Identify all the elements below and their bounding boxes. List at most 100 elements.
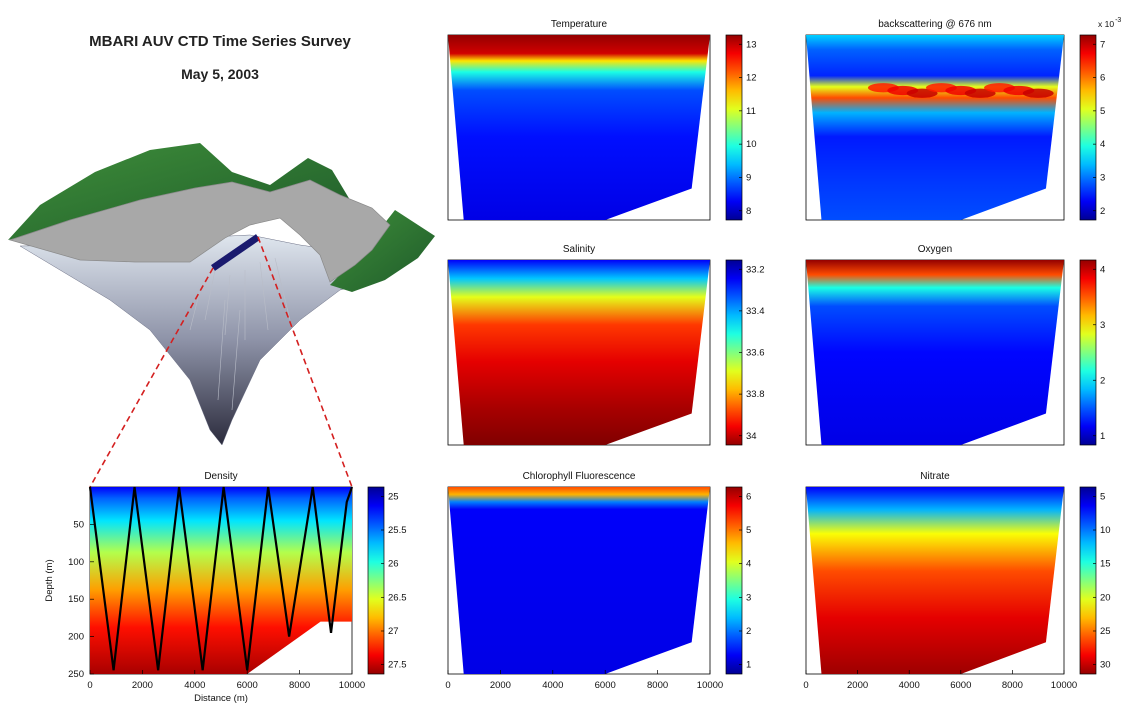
- colorbar-tick-label: 4: [746, 559, 751, 570]
- x-tick-label: 8000: [1002, 680, 1023, 691]
- backscattering-title: backscattering @ 676 nm: [878, 19, 992, 30]
- colorbar-tick-label: 5: [1100, 491, 1105, 502]
- colorbar-tick-label: 27.5: [388, 660, 407, 671]
- colorbar-exponent: -3: [1115, 17, 1121, 24]
- colorbar-tick-label: 4: [1100, 139, 1105, 150]
- colorbar-tick-label: 33.6: [746, 348, 765, 359]
- chlorophyll-section-field: [448, 487, 710, 674]
- oxygen-colorbar: [1079, 259, 1097, 446]
- figure-date: May 5, 2003: [181, 66, 259, 82]
- y-tick-label: 200: [68, 632, 84, 643]
- colorbar-tick-label: 8: [746, 206, 751, 217]
- salinity-panel: Salinity 33.2 33.4 33.6 33.8 34: [447, 244, 765, 446]
- density-title: Density: [204, 471, 237, 482]
- colorbar-tick-label: 26.5: [388, 592, 407, 603]
- colorbar-tick-label: 15: [1100, 559, 1111, 570]
- nitrate-panel: Nitrate 0 2000 4000 6000 8000 10000 5 10 15 20 25 30: [803, 471, 1110, 691]
- backscatter-layer-patch: [964, 88, 996, 98]
- transect-line: [211, 234, 260, 271]
- auv-track-line: [88, 486, 354, 671]
- x-tick-label: 6000: [595, 680, 616, 691]
- x-tick-label: 2000: [847, 680, 868, 691]
- density-panel: Density 0 2000 4000 6000 8000 10000 50 100 150 200…: [44, 471, 407, 704]
- nitrate-title: Nitrate: [920, 471, 950, 482]
- salinity-title: Salinity: [563, 244, 595, 255]
- backscattering-panel: backscattering @ 676 nm 7 6 5 4 3 2 x 10 -3: [805, 17, 1121, 221]
- x-tick-label: 4000: [542, 680, 563, 691]
- colorbar-tick-label: 9: [746, 172, 751, 183]
- colorbar-tick-label: 5: [1100, 106, 1105, 117]
- backscatter-layer-patch: [1022, 88, 1054, 98]
- x-tick-label: 10000: [697, 680, 723, 691]
- colorbar-tick-label: 4: [1100, 264, 1105, 275]
- colorbar-tick-label: 25: [1100, 626, 1111, 637]
- colorbar-tick-label: 3: [1100, 320, 1105, 331]
- colorbar-tick-label: 6: [746, 491, 751, 502]
- colorbar-tick-label: 5: [746, 525, 751, 536]
- x-tick-label: 4000: [184, 680, 205, 691]
- x-tick-label: 10000: [1051, 680, 1077, 691]
- y-tick-label: 150: [68, 594, 84, 605]
- x-tick-label: 2000: [132, 680, 153, 691]
- colorbar-multiplier: x 10: [1098, 19, 1114, 29]
- colorbar-tick-label: 26: [388, 559, 399, 570]
- colorbar-tick-label: 13: [746, 39, 757, 50]
- colorbar-tick-label: 6: [1100, 73, 1105, 84]
- x-tick-label: 0: [87, 680, 92, 691]
- colorbar-tick-label: 1: [746, 660, 751, 671]
- chlorophyll-panel: Chlorophyll Fluorescence 0 2000 4000 6000 800…: [445, 471, 751, 691]
- colorbar-tick-label: 3: [746, 592, 751, 603]
- colorbar-tick-label: 20: [1100, 592, 1111, 603]
- colorbar-tick-label: 10: [746, 139, 757, 150]
- callout-line-left: [89, 267, 214, 488]
- colorbar-tick-label: 7: [1100, 39, 1105, 50]
- coast-land-right: [330, 210, 435, 292]
- colorbar-tick-label: 25.5: [388, 525, 407, 536]
- temperature-colorbar: [725, 34, 743, 221]
- temperature-section-field: [448, 35, 710, 220]
- x-tick-label: 10000: [339, 680, 365, 691]
- y-tick-label: 100: [68, 557, 84, 568]
- temperature-panel: Temperature 13 12 11 10 9 8: [447, 19, 757, 221]
- density-y-axis-label: Depth (m): [44, 559, 55, 601]
- colorbar-tick-label: 12: [746, 73, 757, 84]
- figure-title: MBARI AUV CTD Time Series Survey: [89, 33, 351, 50]
- colorbar-tick-label: 2: [1100, 375, 1105, 386]
- colorbar-tick-label: 10: [1100, 525, 1111, 536]
- x-tick-label: 6000: [237, 680, 258, 691]
- colorbar-tick-label: 11: [746, 106, 756, 117]
- backscatter-layer-patch: [906, 88, 938, 98]
- x-tick-label: 8000: [289, 680, 310, 691]
- backscattering-section-field: [806, 35, 1064, 220]
- colorbar-tick-label: 33.8: [746, 389, 765, 400]
- x-tick-label: 2000: [490, 680, 511, 691]
- x-tick-label: 6000: [950, 680, 971, 691]
- x-tick-label: 8000: [647, 680, 668, 691]
- colorbar-tick-label: 33.2: [746, 264, 765, 275]
- colorbar-tick-label: 33.4: [746, 306, 765, 317]
- colorbar-tick-label: 2: [746, 626, 751, 637]
- chlorophyll-title: Chlorophyll Fluorescence: [523, 471, 636, 482]
- y-tick-label: 50: [73, 519, 84, 530]
- continental-shelf: [8, 179, 391, 283]
- y-tick-label: 250: [68, 669, 84, 680]
- nitrate-colorbar: [1079, 486, 1097, 675]
- colorbar-tick-label: 34: [746, 431, 757, 442]
- colorbar-tick-label: 30: [1100, 660, 1111, 671]
- nitrate-section-field: [806, 487, 1064, 674]
- callout-line-right: [257, 236, 353, 488]
- oxygen-section-field: [806, 260, 1064, 445]
- salinity-section-field: [448, 260, 710, 445]
- chlorophyll-colorbar: [725, 486, 743, 675]
- density-section-field: [90, 487, 352, 674]
- bathymetry-map: [8, 143, 435, 488]
- x-tick-label: 0: [803, 680, 808, 691]
- temperature-title: Temperature: [551, 19, 608, 30]
- colorbar-tick-label: 27: [388, 626, 399, 637]
- oxygen-panel: Oxygen 4 3 2 1: [805, 244, 1105, 446]
- oxygen-title: Oxygen: [918, 244, 952, 255]
- backscattering-colorbar: [1079, 34, 1097, 221]
- colorbar-tick-label: 25: [388, 491, 399, 502]
- density-colorbar: [367, 486, 385, 675]
